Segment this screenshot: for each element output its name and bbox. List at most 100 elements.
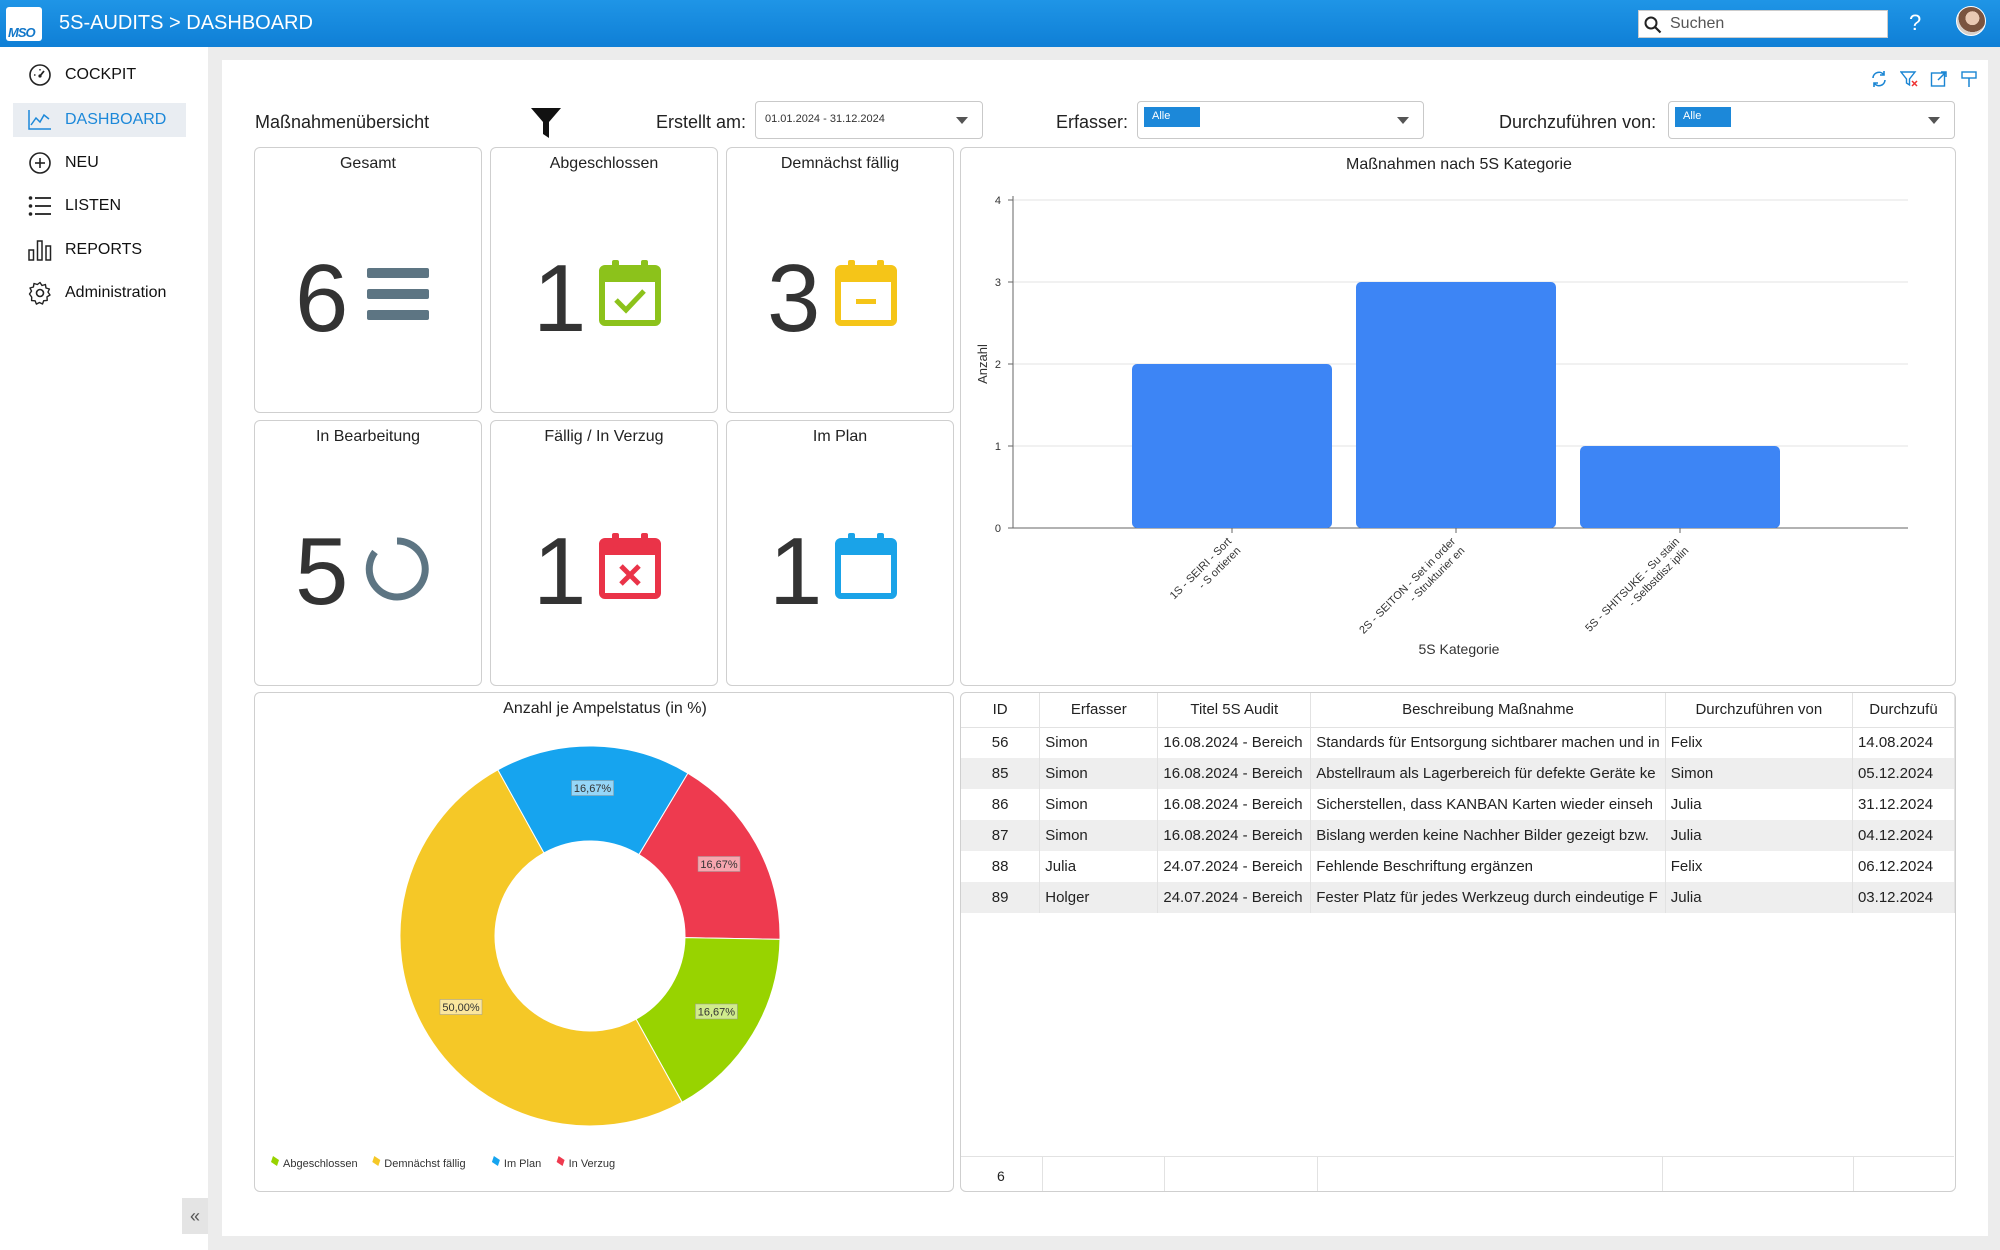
help-icon[interactable]: ? [1909,10,1922,35]
chart-title: Maßnahmen nach 5S Kategorie [1346,156,1572,173]
column-header[interactable]: Erfasser [1039,693,1159,728]
table-row[interactable]: 87 Simon 16.08.2024 - Bereich Bislang werde… [961,820,1955,851]
table-cell: Simon [1039,727,1159,758]
table-row[interactable]: 86 Simon 16.08.2024 - Bereich Sicherstellen… [961,789,1955,820]
legend-swatch [491,1156,500,1166]
author-label: Erfasser: [1056,112,1129,132]
legend-swatch [556,1156,565,1166]
x-tick-label: 2S - SEITON - Set in order- Strukturier … [1357,535,1467,645]
filter-icon[interactable] [530,106,562,140]
kpi-title: Im Plan [812,428,868,445]
y-tick-label: 0 [995,523,1001,535]
sidebar-item-label: REPORTS [65,241,143,258]
author-select[interactable]: Alle [1137,101,1424,139]
sidebar-item-label: NEU [65,154,99,171]
gear-icon [27,280,53,306]
sidebar-item-neu[interactable]: NEU [13,146,186,180]
collapse-sidebar-button[interactable]: « [182,1198,208,1234]
table-cell: 14.08.2024 [1852,727,1955,758]
clear-filter-icon[interactable] [1900,70,1918,88]
slice-label: 16,67% [574,783,612,795]
y-axis-label: Anzahl [975,344,990,384]
table-row[interactable]: 56 Simon 16.08.2024 - Bereich Standards für… [961,727,1955,758]
kpi-value: 5 [295,518,349,625]
table-cell: Abstellraum als Lagerbereich für defekte… [1310,758,1666,789]
sidebar-item-administration[interactable]: Administration [13,276,186,310]
row-count: 6 [997,1168,1005,1184]
table-cell: 89 [961,882,1041,913]
column-header[interactable]: Titel 5S Audit [1157,693,1312,728]
sidebar-item-reports[interactable]: REPORTS [13,233,186,267]
x-tick-label: 1S - SEIRI - Sort- S ortieren [1168,536,1244,612]
avatar[interactable] [1956,6,1986,36]
created-label: Erstellt am: [656,112,747,132]
kpi-card-abgeschlossen[interactable]: Abgeschlossen 1 [490,147,718,413]
kpi-card-demnaechst-faellig[interactable]: Demnächst fällig 3 [726,147,954,413]
legend-label: Demnächst fällig [384,1158,465,1170]
bar [1132,364,1332,528]
column-header[interactable]: Beschreibung Maßnahme [1310,693,1666,728]
table-cell: Felix [1665,727,1853,758]
legend-label: In Verzug [569,1158,615,1170]
table-cell: 16.08.2024 - Bereich [1157,727,1312,758]
sidebar-item-label: COCKPIT [65,66,137,83]
table-cell: Julia [1039,851,1159,882]
dashboard-panel: Maßnahmenübersicht Erstellt am: 01.01.20… [222,60,1988,1236]
bar-chart-card: Maßnahmen nach 5S Kategorie 0 1 2 3 4 Anzahl 5S… [960,147,1956,686]
search-box[interactable] [1638,10,1888,38]
sidebar-item-cockpit[interactable]: COCKPIT [13,58,186,92]
donut-slice [638,772,781,940]
table-row[interactable]: 88 Julia 24.07.2024 - Bereich Fehlende Besc… [961,851,1955,882]
kpi-card-faellig-in-verzug[interactable]: Fällig / In Verzug 1 [490,420,718,686]
export-icon[interactable] [1930,70,1948,88]
bar [1356,282,1556,528]
table-cell: 06.12.2024 [1852,851,1955,882]
slice-label-box [697,856,741,872]
x-tick-label: 5S - SHITSUKE - Su stain- Selbstdisz ipl… [1583,536,1691,644]
line-chart-icon [27,107,53,133]
calendar-check-icon [599,260,661,326]
table-cell: Simon [1039,789,1159,820]
kpi-title: Demnächst fällig [780,155,900,172]
x-axis-label: 5S Kategorie [1419,641,1500,657]
table-cell: Standards für Entsorgung sichtbarer mach… [1310,727,1666,758]
sidebar-item-label: LISTEN [65,197,122,214]
app-logo[interactable]: MSO [6,7,42,41]
y-tick-label: 3 [995,277,1001,289]
column-header[interactable]: Durchzufü [1852,693,1955,728]
kpi-card-in-bearbeitung[interactable]: In Bearbeitung 5 [254,420,482,686]
refresh-icon[interactable] [1870,70,1888,88]
slice-label-box [439,999,483,1015]
footer-cell: 6 [961,1157,1043,1191]
legend-label: Im Plan [504,1158,541,1170]
kpi-card-im-plan[interactable]: Im Plan 1 [726,420,954,686]
slice-label: 16,67% [698,1006,736,1018]
y-tick-label: 1 [995,441,1001,453]
search-input[interactable] [1670,14,1880,34]
menu-lines-icon [367,268,429,320]
donut-chart-card: Anzahl je Ampelstatus (in %) 16,67% 16,67%… [254,692,954,1192]
logo-text: MSO [8,25,36,40]
bar-chart: Maßnahmen nach 5S Kategorie 0 1 2 3 4 Anzahl 5S… [975,156,1908,657]
kpi-card-gesamt[interactable]: Gesamt 6 [254,147,482,413]
overview-title: Maßnahmenübersicht [255,112,430,132]
sidebar-item-dashboard[interactable]: DASHBOARD [13,103,186,137]
column-header[interactable]: ID [961,693,1041,728]
sidebar-item-listen[interactable]: LISTEN [13,189,186,223]
table-row[interactable]: 85 Simon 16.08.2024 - Bereich Abstellraum a… [961,758,1955,789]
pin-icon[interactable] [1960,70,1978,88]
list-icon [27,193,53,219]
column-header[interactable]: Durchzuführen von [1665,693,1853,728]
table-cell: 05.12.2024 [1852,758,1955,789]
created-date-select[interactable]: 01.01.2024 - 31.12.2024 [755,101,983,139]
slice-label: 16,67% [700,859,738,871]
kpi-title: Gesamt [339,155,396,172]
assignee-select[interactable]: Alle [1668,101,1955,139]
page-title: 5S-AUDITS > DASHBOARD [59,12,313,34]
table-cell: Bislang werden keine Nachher Bilder geze… [1310,820,1666,851]
donut-chart: Anzahl je Ampelstatus (in %) 16,67% 16,67%… [271,700,781,1170]
author-chip: Alle [1144,107,1200,127]
data-table: ID Erfasser Titel 5S Audit Beschreibung Maß… [961,693,1955,913]
table-row[interactable]: 89 Holger 24.07.2024 - Bereich Fester Platz… [961,882,1955,913]
table-cell: 16.08.2024 - Bereich [1157,820,1312,851]
